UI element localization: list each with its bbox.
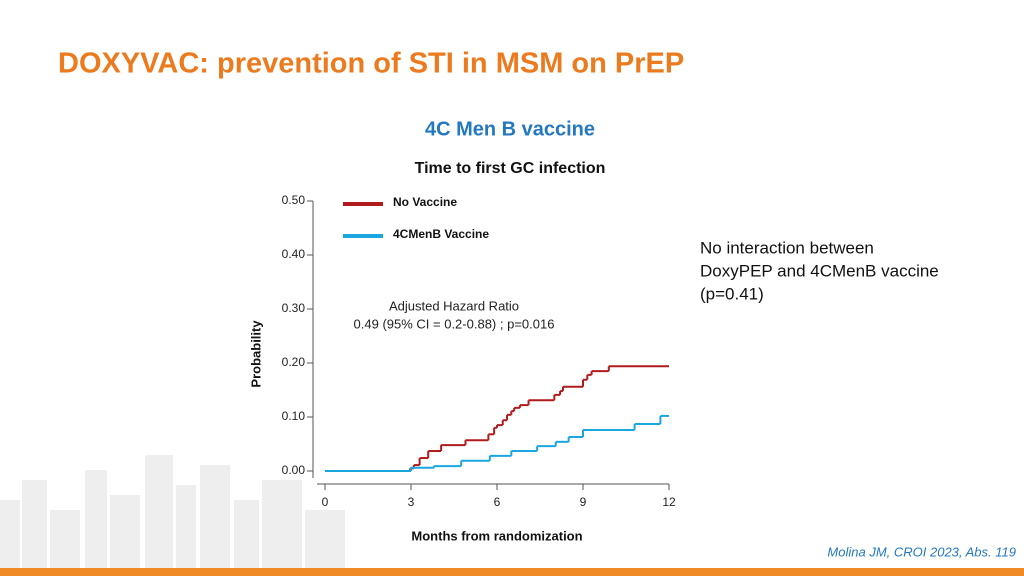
x-tick-label: 6 (494, 495, 501, 509)
skyline-decoration (0, 455, 345, 570)
chart-title: 4C Men B vaccine (425, 118, 595, 140)
y-axis-label: Probability (248, 320, 263, 388)
chart-subtitle: Time to first GC infection (415, 160, 606, 177)
x-tick-label: 12 (662, 495, 676, 509)
y-tick-label: 0.00 (282, 463, 306, 477)
slide-title: DOXYVAC: prevention of STI in MSM on PrE… (58, 48, 684, 80)
y-tick-label: 0.30 (282, 301, 306, 315)
y-tick-label: 0.10 (282, 409, 306, 423)
citation: Molina JM, CROI 2023, Abs. 119 (827, 544, 1016, 559)
y-tick-label: 0.20 (282, 355, 306, 369)
footer-bar (0, 568, 1024, 576)
note: (p=0.41) (700, 284, 764, 303)
x-tick-label: 3 (408, 495, 415, 509)
y-tick-label: 0.50 (282, 193, 306, 207)
x-axis-label: Months from randomization (411, 528, 582, 543)
annotation: Adjusted Hazard Ratio (389, 298, 519, 313)
x-tick-label: 0 (322, 495, 329, 509)
legend-label: No Vaccine (393, 195, 457, 209)
y-tick-label: 0.40 (282, 247, 306, 261)
note: No interaction between (700, 238, 874, 257)
annotation: 0.49 (95% CI = 0.2-0.88) ; p=0.016 (354, 316, 555, 331)
legend-label: 4CMenB Vaccine (393, 227, 489, 241)
x-tick-label: 9 (580, 495, 587, 509)
note: DoxyPEP and 4CMenB vaccine (700, 261, 939, 280)
